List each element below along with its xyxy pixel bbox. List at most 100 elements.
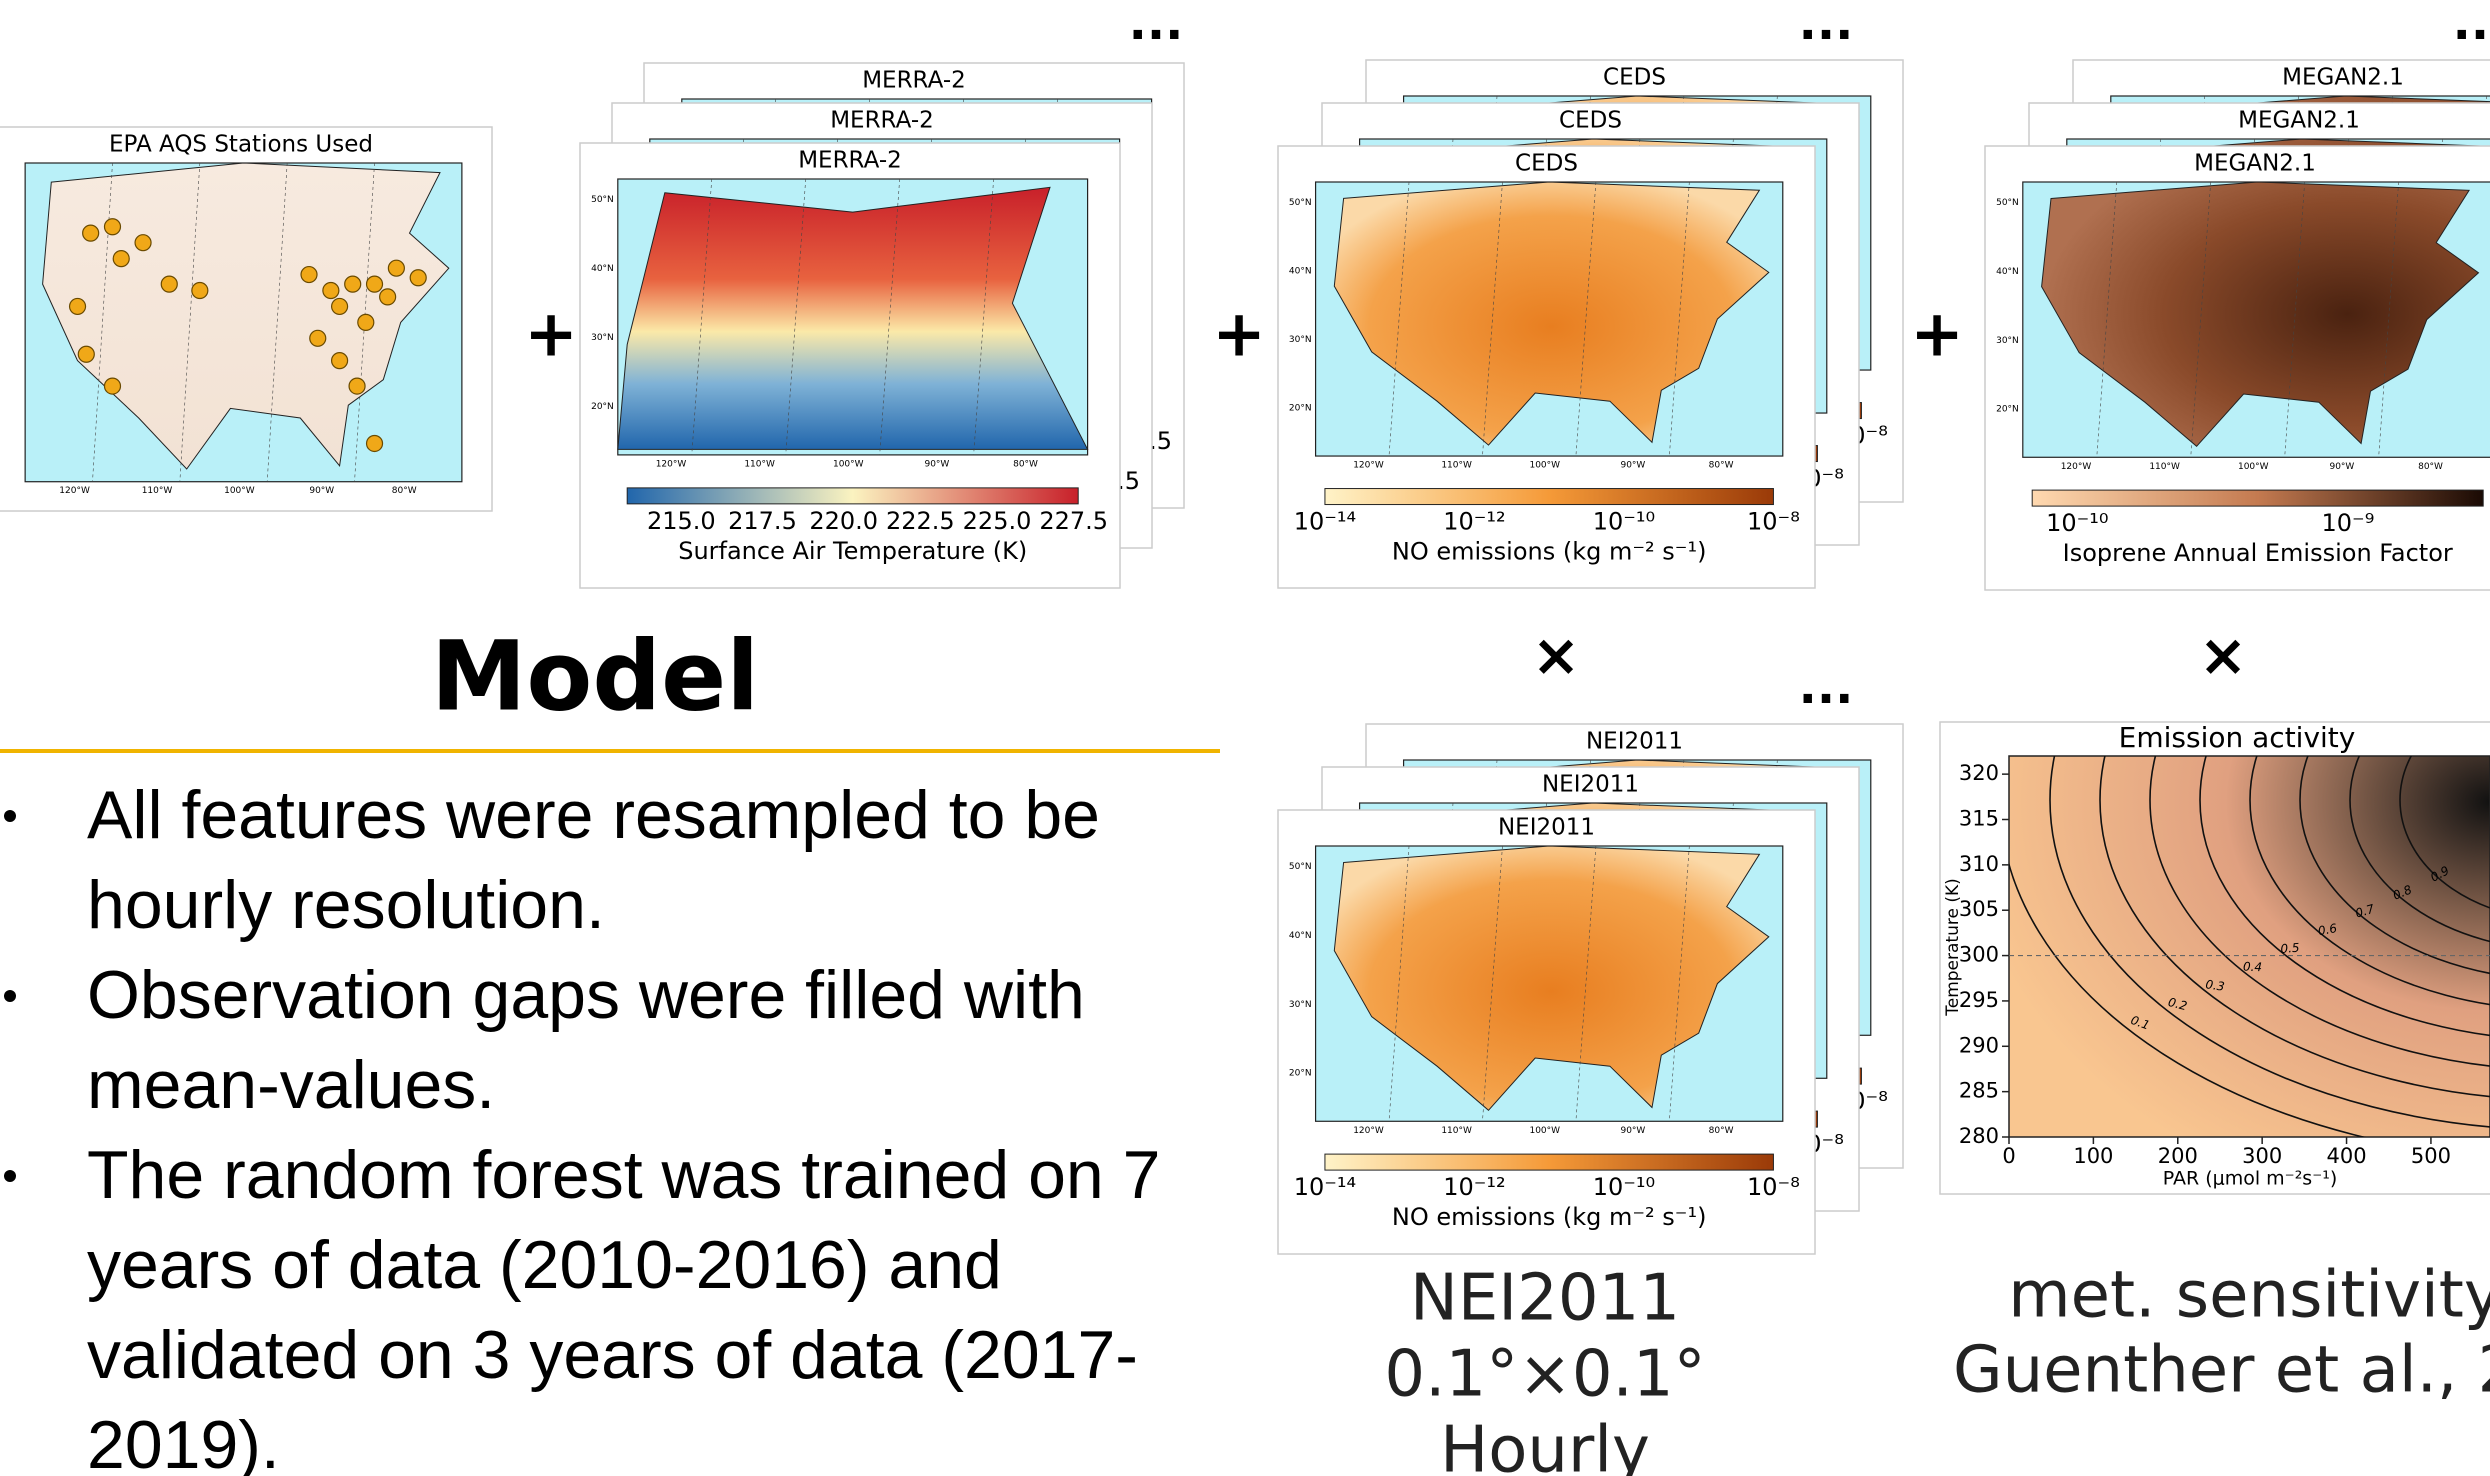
lon-label: 90°W xyxy=(924,459,949,469)
graticule xyxy=(2096,181,2118,458)
panel-title: MEGAN2.1 xyxy=(2194,151,2316,177)
map-land xyxy=(1333,845,1770,1111)
plus-sign: + xyxy=(1910,298,1964,372)
times-sign: × xyxy=(2199,621,2248,689)
plus-sign: + xyxy=(1212,298,1266,372)
graticule xyxy=(2378,181,2399,458)
station-dot xyxy=(191,281,209,300)
station-dot xyxy=(77,345,95,363)
x-tick-label: 300 xyxy=(2242,1144,2282,1168)
map-panel: EPA AQS Stations Used 120°W 110°W 100°W 90°W… xyxy=(0,126,493,512)
map-panel: CEDS 120°W 110°W 100°W 90°W 80°W 50°N 40°N 30°N 2… xyxy=(1277,145,1816,589)
colorbar-tick-label: 227.5 xyxy=(1039,507,1108,535)
lon-label: 90°W xyxy=(1620,1126,1645,1136)
colorbar-label: NO emissions (kg m⁻² s⁻¹) xyxy=(1392,1203,1707,1231)
station-dot xyxy=(348,377,366,395)
graticule xyxy=(1669,845,1690,1122)
y-tick-label: 320 xyxy=(1959,761,1999,785)
lat-label: 40°N xyxy=(591,264,614,274)
colorbar-tick-label: 225.0 xyxy=(963,507,1032,535)
panel-title: MERRA-2 xyxy=(862,68,966,94)
x-tick-label: 500 xyxy=(2411,1144,2451,1168)
caption: Guenther et al., 20 xyxy=(1953,1334,2490,1408)
colorbar-tick-label: 10⁻¹⁴ xyxy=(1294,1173,1356,1201)
bullet-item: All features were resampled to be hourly… xyxy=(0,770,1230,950)
y-tick-label: 300 xyxy=(1959,943,1999,967)
graticule xyxy=(785,178,807,455)
panel-title: CEDS xyxy=(1559,108,1622,134)
caption: NEI2011 xyxy=(1410,1262,1680,1336)
lon-label: 120°W xyxy=(1353,1126,1384,1136)
lon-label: 120°W xyxy=(2061,462,2092,472)
bullet-list: All features were resampled to be hourly… xyxy=(0,770,1230,1476)
map-panel: MERRA-2 120°W 110°W 100°W 90°W 80°W 50°N 40°N 30… xyxy=(579,142,1121,589)
station-dot xyxy=(409,269,427,287)
graticule xyxy=(1575,845,1597,1122)
ellipsis: ... xyxy=(2453,0,2490,51)
lon-label: 100°W xyxy=(1529,461,1560,471)
station-dot xyxy=(82,224,100,242)
station-dot xyxy=(160,275,178,293)
colorbar-tick-label: 215.0 xyxy=(647,507,716,535)
colorbar xyxy=(1324,488,1774,506)
x-tick-label: 0 xyxy=(2002,1144,2015,1168)
panel-title: CEDS xyxy=(1603,65,1666,91)
times-sign: × xyxy=(1532,621,1581,689)
station-dot xyxy=(134,234,152,252)
map-land xyxy=(1333,181,1770,446)
colorbar-tick-label: 10⁻⁸ xyxy=(1747,508,1800,536)
graticule xyxy=(179,162,201,482)
lat-label: 50°N xyxy=(591,195,614,205)
graticule xyxy=(2284,181,2305,458)
contour-line xyxy=(2199,756,2490,1037)
graticule xyxy=(266,162,288,482)
station-dot xyxy=(68,297,87,316)
contour-line xyxy=(2149,756,2490,1067)
lat-label: 40°N xyxy=(1996,267,2019,277)
colorbar-tick-label: 10⁻¹⁴ xyxy=(1294,508,1356,536)
colorbar-tick-label: 10⁻¹⁰ xyxy=(1593,1173,1655,1201)
caption: 0.1°×0.1° xyxy=(1384,1338,1705,1412)
lat-label: 20°N xyxy=(1289,1069,1312,1079)
lon-label: 110°W xyxy=(744,459,775,469)
station-dot xyxy=(387,259,405,277)
contour-line xyxy=(2299,756,2490,975)
lon-label: 90°W xyxy=(1620,461,1645,471)
map-panel: MEGAN2.1 120°W 110°W 100°W 90°W 80°W 50°N 40°N 3… xyxy=(1984,145,2490,591)
contour-line xyxy=(2249,756,2490,1006)
lon-label: 120°W xyxy=(656,459,687,469)
plus-sign: + xyxy=(524,298,578,372)
panel-title: MEGAN2.1 xyxy=(2238,108,2360,134)
graticule xyxy=(1482,845,1503,1122)
lat-label: 30°N xyxy=(591,333,614,343)
y-tick-label: 315 xyxy=(1959,807,1999,831)
x-tick-label: 100 xyxy=(2073,1144,2113,1168)
x-axis-label: PAR (μmol m⁻²s⁻¹) xyxy=(2163,1168,2338,1190)
colorbar-label: Surfance Air Temperature (K) xyxy=(678,537,1027,565)
map-land xyxy=(2041,181,2480,447)
lon-label: 110°W xyxy=(1441,1126,1472,1136)
graticule xyxy=(354,162,375,482)
station-dot xyxy=(365,434,384,453)
bullet-item: Observation gaps were filled with mean-v… xyxy=(0,950,1230,1130)
lat-label: 30°N xyxy=(1996,336,2019,346)
map-panel: NEI2011 120°W 110°W 100°W 90°W 80°W 50°N 40°N 30… xyxy=(1277,809,1816,1255)
contour-line xyxy=(2099,756,2490,1098)
y-tick-label: 305 xyxy=(1959,897,1999,921)
contour-label: 0.2 xyxy=(2167,995,2189,1013)
ellipsis: ... xyxy=(1129,0,1184,51)
colorbar-tick-label: 10⁻¹² xyxy=(1443,508,1505,536)
plot-area xyxy=(2008,755,2490,1138)
chart-title: Emission activity xyxy=(2119,721,2356,754)
lat-label: 40°N xyxy=(1289,931,1312,941)
panel-title: MERRA-2 xyxy=(798,148,902,174)
lat-label: 20°N xyxy=(591,402,614,412)
lat-label: 20°N xyxy=(1996,405,2019,415)
y-tick-label: 295 xyxy=(1959,988,1999,1012)
lon-label: 100°W xyxy=(1529,1126,1560,1136)
y-tick-label: 285 xyxy=(1959,1079,1999,1103)
station-dot xyxy=(357,313,375,331)
y-tick-label: 310 xyxy=(1959,852,1999,876)
lat-label: 50°N xyxy=(1996,198,2019,208)
